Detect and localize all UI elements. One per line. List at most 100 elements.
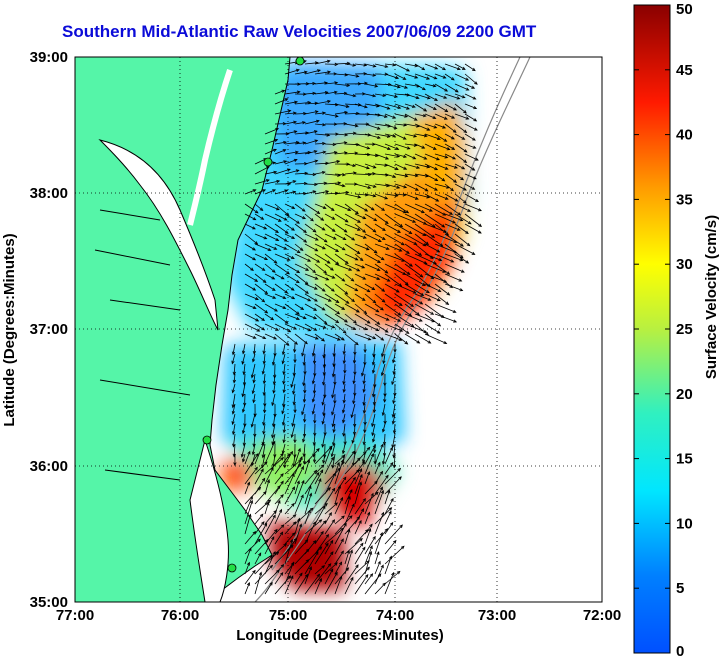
velocity-arrow [233, 373, 236, 383]
velocity-arrowhead [262, 189, 267, 193]
velocity-arrowhead [367, 511, 371, 516]
velocity-arrow [384, 443, 386, 456]
velocity-arrowhead [434, 66, 439, 70]
velocity-arrowhead [306, 459, 311, 463]
velocity-arrow [264, 441, 276, 465]
velocity-arrow [373, 403, 376, 413]
velocity-arrow [284, 112, 296, 115]
velocity-arrowhead [262, 421, 266, 426]
radar-site-marker [227, 563, 237, 573]
velocity-arrow [364, 203, 375, 211]
velocity-arrow [244, 496, 253, 515]
velocity-arrowhead [321, 307, 326, 311]
velocity-arrowhead [346, 549, 350, 554]
velocity-arrow [364, 153, 379, 157]
velocity-arrowhead [406, 271, 411, 275]
velocity-arrow [464, 183, 475, 190]
velocity-arrowhead [307, 328, 312, 332]
velocity-arrow [232, 393, 236, 408]
velocity-arrowhead [400, 545, 405, 550]
velocity-arrowhead [270, 466, 274, 471]
velocity-arrowhead [356, 250, 361, 254]
velocity-arrowhead [340, 496, 344, 501]
velocity-arrowhead [432, 84, 437, 88]
velocity-arrow [344, 163, 356, 167]
velocity-arrow [264, 263, 276, 273]
colorbar-tick-label: 10 [676, 515, 693, 532]
velocity-arrowhead [289, 544, 294, 549]
velocity-arrow [314, 313, 327, 325]
velocity-arrowhead [292, 514, 297, 518]
velocity-arrow [354, 293, 366, 301]
velocity-arrowhead [465, 116, 470, 120]
velocity-arrowhead [322, 111, 327, 115]
velocity-arrow [243, 433, 246, 446]
velocity-arrow [424, 103, 437, 110]
velocity-arrow [293, 453, 296, 467]
velocity-arrowhead [316, 210, 321, 215]
velocity-arrowhead [263, 461, 268, 466]
velocity-arrowhead [356, 268, 361, 272]
velocity-arrow [384, 143, 399, 150]
velocity-arrow [384, 103, 401, 109]
velocity-arrow [334, 83, 350, 86]
velocity-arrow [314, 253, 331, 264]
velocity-arrowhead [346, 162, 351, 166]
velocity-arrow [304, 509, 311, 525]
velocity-arrowhead [255, 297, 259, 301]
velocity-arrow [444, 183, 454, 192]
velocity-arrow [264, 515, 276, 535]
velocity-arrowhead [327, 99, 331, 104]
velocity-arrowhead [396, 570, 401, 575]
velocity-arrow [284, 243, 301, 254]
velocity-arrow [324, 293, 339, 303]
velocity-arrowhead [454, 89, 459, 93]
velocity-arrow [263, 353, 266, 364]
velocity-arrowhead [387, 146, 391, 150]
colorbar-tick-label: 25 [676, 321, 693, 338]
velocity-arrowhead [241, 393, 245, 398]
velocity-arrowhead [351, 439, 355, 444]
velocity-arrowhead [376, 267, 381, 271]
velocity-arrowhead [419, 301, 424, 305]
velocity-arrow [272, 413, 276, 427]
velocity-arrow [324, 91, 337, 95]
velocity-arrow [424, 123, 437, 129]
velocity-arrow [333, 343, 336, 357]
velocity-arrow [384, 556, 392, 575]
velocity-arrow [384, 293, 403, 306]
velocity-arrow [344, 538, 363, 555]
velocity-arrow [434, 303, 456, 313]
velocity-arrowhead [261, 298, 266, 303]
velocity-arrow [314, 487, 331, 505]
velocity-arrow [253, 393, 256, 403]
x-tick-label: 77:00 [56, 607, 94, 624]
velocity-arrowhead [406, 146, 411, 150]
velocity-arrow [274, 453, 291, 475]
velocity-arrow [374, 103, 390, 110]
velocity-arrowhead [321, 420, 325, 425]
velocity-arrowhead [340, 538, 344, 543]
velocity-arrowhead [273, 148, 277, 152]
velocity-arrowhead [386, 106, 391, 110]
velocity-arrow [283, 383, 286, 393]
velocity-arrowhead [272, 189, 277, 193]
velocity-arrow [394, 183, 407, 188]
velocity-arrowhead [246, 561, 250, 566]
velocity-arrow [414, 293, 431, 301]
velocity-arrowhead [396, 185, 401, 189]
velocity-arrow [244, 273, 258, 282]
velocity-arrow [374, 143, 391, 150]
velocity-arrow [344, 323, 356, 330]
velocity-arrowhead [461, 136, 466, 140]
velocity-arrow [271, 393, 276, 406]
velocity-arrowhead [264, 310, 269, 314]
velocity-arrowhead [357, 219, 361, 223]
velocity-arrow [254, 313, 265, 321]
velocity-arrowhead [384, 270, 389, 274]
velocity-arrowhead [388, 82, 392, 87]
velocity-arrow [384, 243, 402, 252]
velocity-arrow [254, 491, 267, 505]
velocity-arrowhead [334, 502, 339, 506]
velocity-arrow [364, 573, 382, 595]
